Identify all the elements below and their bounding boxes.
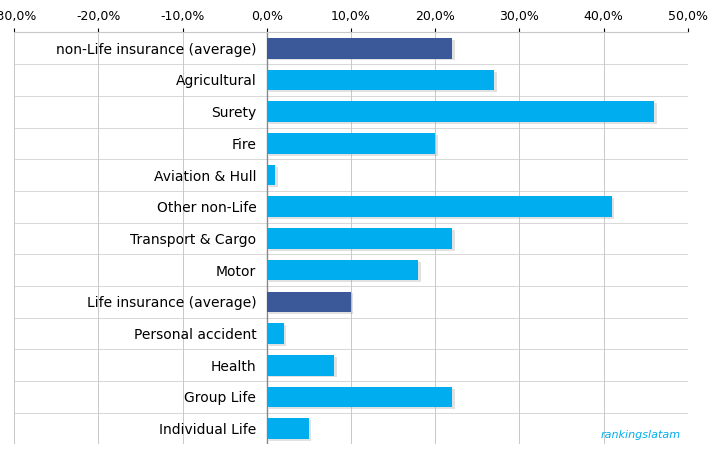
Bar [269, 262, 421, 282]
Bar [269, 198, 615, 219]
Bar [269, 72, 496, 92]
Bar [267, 323, 284, 344]
Bar [269, 357, 337, 377]
Bar [269, 294, 354, 314]
Bar [269, 388, 454, 409]
Bar [269, 420, 311, 441]
Bar [267, 133, 435, 154]
Bar [267, 165, 275, 185]
Bar [267, 260, 418, 281]
Bar [269, 135, 437, 156]
Bar [269, 325, 286, 346]
Bar [267, 387, 452, 407]
Bar [269, 40, 454, 61]
Bar [267, 228, 452, 249]
Bar [267, 419, 309, 439]
Bar [267, 196, 612, 217]
Bar [269, 167, 278, 187]
Bar [267, 292, 351, 312]
Bar [267, 101, 654, 122]
Bar [267, 38, 452, 58]
Bar [269, 103, 657, 124]
Bar [267, 355, 334, 375]
Bar [267, 69, 494, 90]
Text: rankingslatam: rankingslatam [601, 431, 681, 440]
Bar [269, 230, 454, 250]
